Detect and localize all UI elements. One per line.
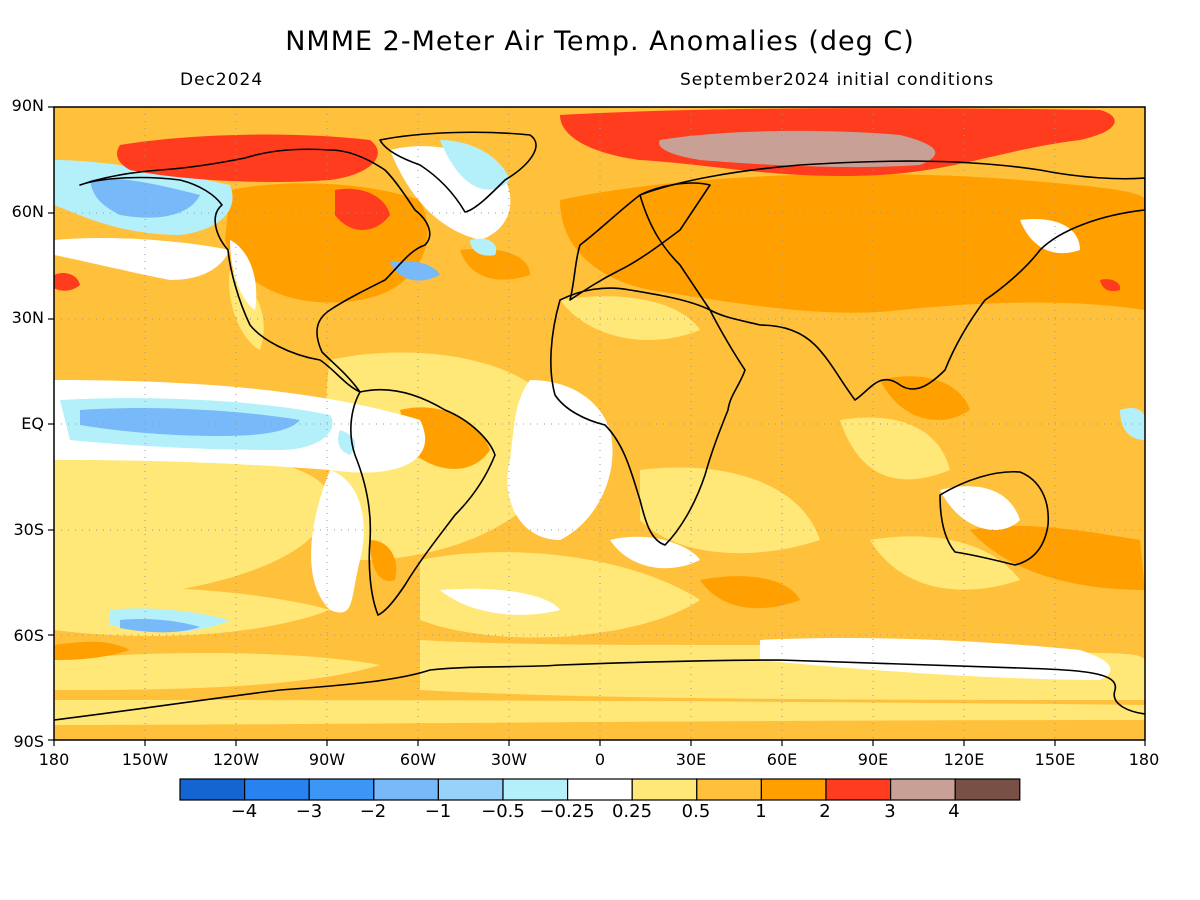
colorbar-label: −4 <box>230 801 258 822</box>
colorbar-label: 1 <box>755 801 767 822</box>
colorbar-swatch <box>502 778 569 801</box>
lon-label-0: 0 <box>594 750 606 769</box>
colorbar-label: 2 <box>819 801 831 822</box>
colorbar <box>179 778 1021 801</box>
lon-label-150w: 150W <box>121 750 169 769</box>
initial-conditions-label: September2024 initial conditions <box>680 70 995 90</box>
lat-label-30s: 30S <box>13 520 44 539</box>
colorbar-swatch <box>437 778 504 801</box>
colorbar-swatch <box>631 778 698 801</box>
lon-label-150e: 150E <box>1034 750 1076 769</box>
lon-label-180w: 180 <box>38 750 70 769</box>
lat-label-90s: 90S <box>13 732 44 751</box>
lon-label-30w: 30W <box>490 750 528 769</box>
colorbar-label: 0.5 <box>681 801 711 822</box>
colorbar-swatch <box>825 778 892 801</box>
colorbar-swatch <box>566 778 633 801</box>
colorbar-swatch <box>244 778 310 801</box>
lat-label-30n: 30N <box>11 308 44 327</box>
colorbar-label: −3 <box>295 801 323 822</box>
colorbar-swatch <box>696 778 762 801</box>
map-title: NMME 2-Meter Air Temp. Anomalies (deg C) <box>285 26 915 57</box>
colorbar-label: −0.5 <box>481 801 525 822</box>
colorbar-swatch <box>954 778 1021 801</box>
colorbar-label: 0.25 <box>611 801 653 822</box>
colorbar-swatch <box>308 778 375 801</box>
valid-month-label: Dec2024 <box>180 70 264 90</box>
lon-label-60e: 60E <box>766 750 798 769</box>
colorbar-label: −1 <box>424 801 452 822</box>
colorbar-label: 4 <box>948 801 960 822</box>
lon-label-90w: 90W <box>308 750 346 769</box>
lat-label-eq: EQ <box>21 414 44 433</box>
lon-label-180e: 180 <box>1128 750 1160 769</box>
lon-label-90e: 90E <box>857 750 889 769</box>
lon-label-60w: 60W <box>399 750 437 769</box>
lon-label-120w: 120W <box>212 750 260 769</box>
lon-label-30e: 30E <box>675 750 707 769</box>
colorbar-swatch <box>179 778 246 801</box>
colorbar-label: 3 <box>884 801 896 822</box>
lat-label-60n: 60N <box>11 202 44 221</box>
colorbar-swatch <box>373 778 439 801</box>
lat-label-60s: 60S <box>13 626 44 645</box>
colorbar-swatch <box>889 778 956 801</box>
lat-label-90n: 90N <box>11 96 44 115</box>
colorbar-swatch <box>760 778 827 801</box>
colorbar-label: −2 <box>359 801 387 822</box>
colorbar-label: −0.25 <box>539 801 595 822</box>
lon-label-120e: 120E <box>943 750 985 769</box>
